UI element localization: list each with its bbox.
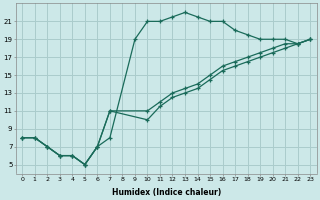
X-axis label: Humidex (Indice chaleur): Humidex (Indice chaleur) xyxy=(112,188,221,197)
